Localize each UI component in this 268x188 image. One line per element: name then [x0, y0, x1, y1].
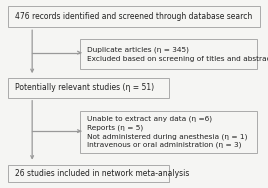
FancyBboxPatch shape — [8, 78, 169, 98]
FancyBboxPatch shape — [80, 39, 257, 69]
FancyBboxPatch shape — [8, 6, 260, 27]
Text: Duplicate articles (η = 345)
Excluded based on screening of titles and abstracts: Duplicate articles (η = 345) Excluded ba… — [87, 46, 268, 62]
Text: 26 studies included in network meta-analysis: 26 studies included in network meta-anal… — [15, 169, 189, 178]
FancyBboxPatch shape — [8, 164, 169, 182]
Text: 476 records identified and screened through database search: 476 records identified and screened thro… — [15, 12, 252, 21]
FancyBboxPatch shape — [80, 111, 257, 153]
Text: Potentially relevant studies (η = 51): Potentially relevant studies (η = 51) — [15, 83, 154, 92]
Text: Unable to extract any data (η =6)
Reports (η = 5)
Not administered during anesth: Unable to extract any data (η =6) Report… — [87, 116, 248, 149]
